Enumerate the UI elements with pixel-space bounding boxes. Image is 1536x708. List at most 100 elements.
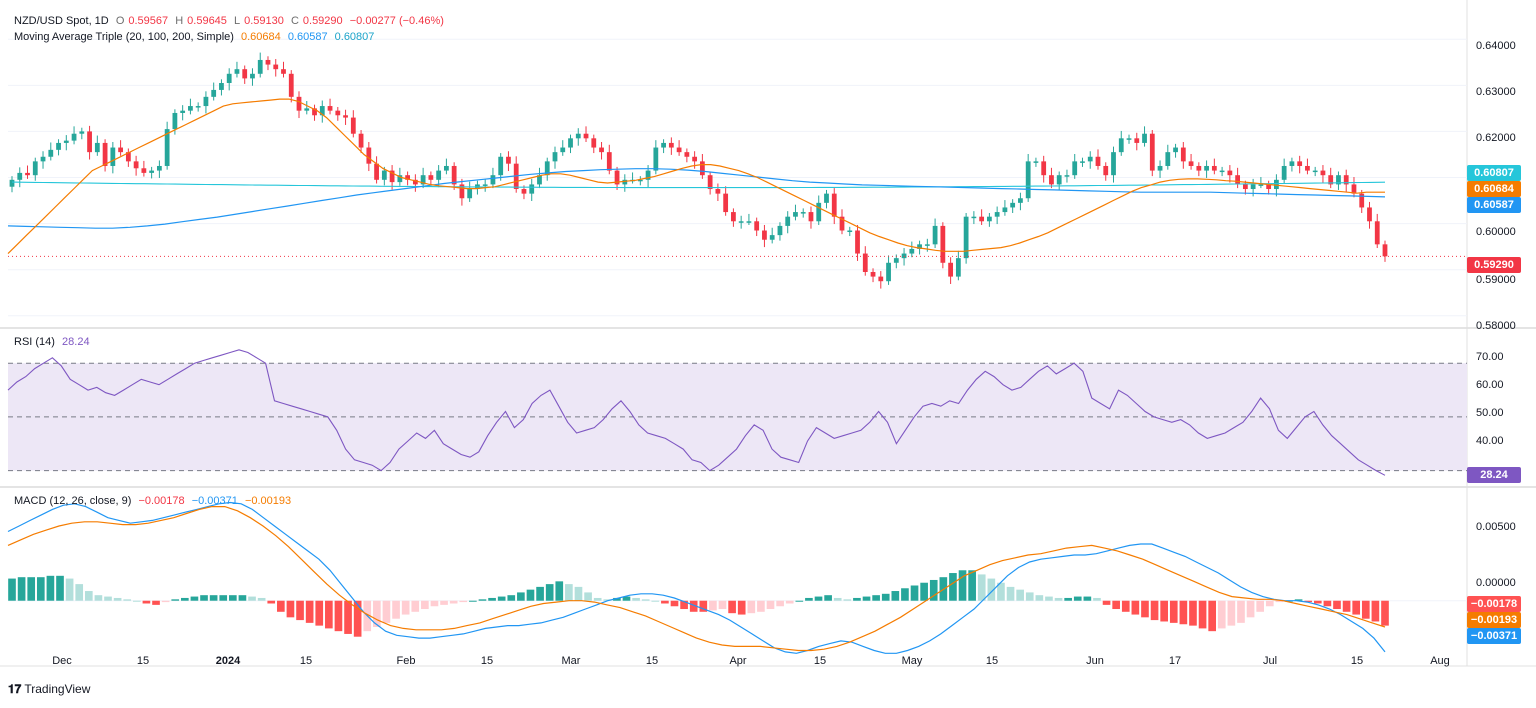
macd-hist-bar [987, 578, 996, 601]
macd-hist-bar [891, 591, 900, 601]
candle-body [1281, 165, 1287, 180]
candle-body [878, 276, 884, 282]
candle-body [1018, 198, 1023, 203]
candle-body [521, 189, 527, 194]
macd-hist-bar [862, 596, 871, 601]
macd-hist-bar [1256, 600, 1265, 612]
candle-body [71, 133, 77, 141]
macd-hist-bar [881, 593, 890, 601]
price-tick-label: 0.62000 [1476, 132, 1516, 144]
close-label: C [290, 15, 299, 27]
macd-hist-bar [315, 600, 324, 626]
macd-hist-bar [344, 600, 352, 634]
macd-hist-bar [517, 592, 525, 601]
macd-hist-bar [56, 575, 64, 601]
macd-hist-bar [718, 600, 727, 610]
rsi-title: RSI (14) [14, 336, 55, 348]
macd-hist-bar [1150, 600, 1159, 621]
candle-body [1087, 156, 1093, 162]
x-tick-label: 15 [985, 655, 999, 667]
candle-body [1149, 133, 1155, 171]
macd-hist-bar [1102, 600, 1111, 605]
macd-hist-bar [123, 599, 132, 601]
ma-legend: Moving Average Triple (20, 100, 200, Sim… [14, 31, 378, 43]
candle-body [699, 161, 705, 176]
candle-body [412, 179, 418, 185]
macd-hist-bar [641, 599, 650, 601]
candle-body [32, 161, 38, 176]
macd-tick-label: 0.00000 [1476, 577, 1516, 589]
macd-hist-bar [545, 584, 554, 601]
candle-body [1033, 161, 1039, 163]
x-tick-label: May [901, 655, 923, 667]
macd-hist-bar [200, 595, 208, 601]
candle-body [847, 230, 853, 233]
ma20-badge: 0.60684 [1467, 181, 1521, 197]
macd-hist-bar [36, 577, 45, 601]
candle-body [335, 110, 341, 116]
candle-body [219, 83, 224, 90]
low-value: 0.59130 [244, 15, 284, 27]
macd-hist-bar [132, 600, 141, 602]
candle-body [87, 131, 92, 153]
macd-hist-bar [248, 596, 256, 601]
macd-hist-bar [1141, 600, 1149, 618]
candle-body [1351, 184, 1357, 194]
candle-body [420, 175, 426, 185]
candle-body [459, 184, 465, 199]
candle-body [793, 212, 798, 217]
macd-hist-bar [1361, 600, 1370, 619]
candle-body [560, 147, 566, 153]
candle-body [1080, 161, 1085, 163]
macd-hist-bar [977, 574, 986, 601]
candle-body [1227, 170, 1233, 176]
candle-body [17, 172, 23, 180]
macd-title: MACD (12, 26, close, 9) [14, 495, 132, 507]
candle-body [180, 110, 186, 113]
candle-body [622, 179, 628, 185]
x-tick-label: Apr [729, 655, 747, 667]
macd-hist-bar [94, 595, 103, 601]
macd-hist-bar [526, 589, 535, 601]
candle-body [1180, 147, 1186, 162]
candle-body [1056, 175, 1062, 185]
macd-hist-bar [603, 599, 612, 601]
macd-hist-bar [430, 600, 439, 607]
x-tick-label: Feb [396, 655, 416, 667]
candle-body [133, 161, 139, 169]
candle-body [1297, 161, 1303, 166]
macd-hist-bar [689, 600, 698, 612]
macd-hist-bar [593, 597, 602, 601]
macd-hist-bar [1073, 596, 1082, 601]
tradingview-logo[interactable]: 𝟏𝟕 TradingView [8, 682, 90, 697]
candle-body [684, 152, 690, 157]
macd-hist-bar [209, 595, 218, 601]
candle-body [1320, 170, 1326, 176]
macd-hist-bar [785, 600, 794, 604]
macd-hist-bar [507, 595, 516, 601]
macd-hist-bar [382, 600, 391, 623]
candle-body [606, 152, 612, 171]
macd-hist-bar [305, 600, 314, 623]
ma100-badge: 0.60587 [1467, 197, 1521, 213]
price-tick-label: 0.64000 [1476, 40, 1516, 52]
tv-logo-icon: 𝟏𝟕 [8, 682, 22, 696]
candle-body [281, 69, 286, 74]
macd-hist-bar [1179, 600, 1188, 625]
ma100-line [7, 168, 1386, 229]
candle-body [583, 133, 589, 139]
candle-body [1336, 175, 1341, 185]
macd-hist-bar [238, 595, 247, 601]
macd-hist-bar [1160, 600, 1168, 622]
candle-body [1250, 184, 1256, 190]
x-tick-label: Aug [1430, 655, 1450, 667]
macd-hist-bar [670, 600, 679, 607]
candle-body [358, 133, 364, 148]
candle-body [777, 225, 783, 236]
candle-body [250, 73, 255, 79]
ma20-value: 0.60684 [240, 31, 281, 43]
candle-body [676, 147, 682, 153]
candle-body [591, 138, 597, 148]
macd-hist-bar [1265, 600, 1274, 607]
